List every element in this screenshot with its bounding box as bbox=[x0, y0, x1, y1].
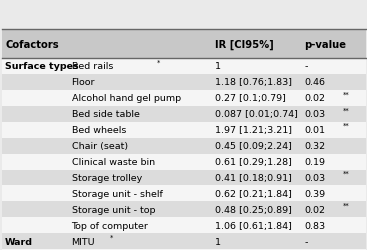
Text: 0.45 [0.09;2.24]: 0.45 [0.09;2.24] bbox=[215, 142, 291, 150]
Bar bbox=[2, 218, 366, 234]
Text: Storage trolley: Storage trolley bbox=[72, 173, 142, 182]
Text: 0.03: 0.03 bbox=[305, 173, 326, 182]
Text: 0.41 [0.18;0.91]: 0.41 [0.18;0.91] bbox=[215, 173, 291, 182]
Text: 0.48 [0.25;0.89]: 0.48 [0.25;0.89] bbox=[215, 205, 291, 214]
Text: 0.46: 0.46 bbox=[305, 78, 326, 87]
Text: 0.39: 0.39 bbox=[305, 189, 326, 198]
Text: p-value: p-value bbox=[305, 40, 346, 49]
Text: -: - bbox=[305, 237, 308, 246]
Text: *: * bbox=[109, 234, 113, 240]
Text: 0.62 [0.21;1.84]: 0.62 [0.21;1.84] bbox=[215, 189, 291, 198]
Bar bbox=[2, 202, 366, 218]
Text: 0.83: 0.83 bbox=[305, 221, 326, 230]
Bar bbox=[2, 90, 366, 106]
Text: Bed rails: Bed rails bbox=[72, 62, 113, 71]
Bar bbox=[2, 154, 366, 170]
Bar bbox=[2, 122, 366, 138]
Text: Cofactors: Cofactors bbox=[6, 40, 59, 49]
Text: 0.01: 0.01 bbox=[305, 126, 326, 135]
Text: 0.087 [0.01;0.74]: 0.087 [0.01;0.74] bbox=[215, 110, 298, 119]
Text: *: * bbox=[157, 59, 160, 65]
Text: 0.61 [0.29;1.28]: 0.61 [0.29;1.28] bbox=[215, 158, 291, 166]
Text: **: ** bbox=[342, 123, 349, 129]
Bar bbox=[2, 234, 366, 249]
Text: **: ** bbox=[342, 202, 349, 208]
Text: IR [CI95%]: IR [CI95%] bbox=[215, 39, 273, 50]
Bar bbox=[2, 59, 366, 74]
Text: Ward: Ward bbox=[5, 237, 33, 246]
Text: 1: 1 bbox=[215, 237, 221, 246]
Text: 1: 1 bbox=[215, 62, 221, 71]
Text: 0.02: 0.02 bbox=[305, 205, 326, 214]
Text: **: ** bbox=[342, 170, 349, 176]
Text: 0.03: 0.03 bbox=[305, 110, 326, 119]
Text: MITU: MITU bbox=[72, 237, 95, 246]
Bar bbox=[2, 74, 366, 90]
Text: **: ** bbox=[342, 107, 349, 113]
Text: Storage unit - shelf: Storage unit - shelf bbox=[72, 189, 163, 198]
Bar bbox=[2, 186, 366, 202]
Text: Top of computer: Top of computer bbox=[72, 221, 148, 230]
Text: 0.27 [0.1;0.79]: 0.27 [0.1;0.79] bbox=[215, 94, 286, 103]
Text: 0.02: 0.02 bbox=[305, 94, 326, 103]
Text: Storage unit - top: Storage unit - top bbox=[72, 205, 155, 214]
Text: 0.19: 0.19 bbox=[305, 158, 326, 166]
Text: Floor: Floor bbox=[72, 78, 95, 87]
Text: 1.06 [0.61;1.84]: 1.06 [0.61;1.84] bbox=[215, 221, 291, 230]
Text: Bed side table: Bed side table bbox=[72, 110, 139, 119]
Text: 0.32: 0.32 bbox=[305, 142, 326, 150]
Text: Clinical waste bin: Clinical waste bin bbox=[72, 158, 155, 166]
Bar bbox=[2, 170, 366, 186]
Text: -: - bbox=[305, 62, 308, 71]
Text: 1.18 [0.76;1.83]: 1.18 [0.76;1.83] bbox=[215, 78, 292, 87]
Bar bbox=[2, 249, 366, 250]
Text: Bed wheels: Bed wheels bbox=[72, 126, 126, 135]
Bar bbox=[2, 138, 366, 154]
Text: 1.97 [1.21;3.21]: 1.97 [1.21;3.21] bbox=[215, 126, 292, 135]
Text: Surface types: Surface types bbox=[5, 62, 79, 71]
Bar bbox=[2, 106, 366, 122]
Text: **: ** bbox=[342, 91, 349, 97]
Bar bbox=[2, 30, 366, 59]
Bar bbox=[2, 0, 366, 30]
Text: Chair (seat): Chair (seat) bbox=[72, 142, 128, 150]
Text: Alcohol hand gel pump: Alcohol hand gel pump bbox=[72, 94, 181, 103]
